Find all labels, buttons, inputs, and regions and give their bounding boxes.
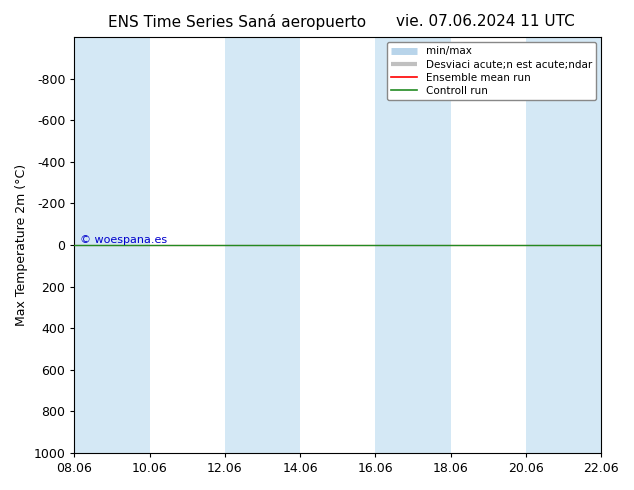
Bar — [375, 37, 451, 453]
Bar — [225, 37, 301, 453]
Bar — [526, 37, 601, 453]
Text: vie. 07.06.2024 11 UTC: vie. 07.06.2024 11 UTC — [396, 14, 575, 29]
Legend: min/max, Desviaci acute;n est acute;ndar, Ensemble mean run, Controll run: min/max, Desviaci acute;n est acute;ndar… — [387, 42, 596, 100]
Text: © woespana.es: © woespana.es — [80, 235, 167, 245]
Text: ENS Time Series Saná aeropuerto: ENS Time Series Saná aeropuerto — [108, 14, 366, 30]
Y-axis label: Max Temperature 2m (°C): Max Temperature 2m (°C) — [15, 164, 28, 326]
Bar — [74, 37, 150, 453]
